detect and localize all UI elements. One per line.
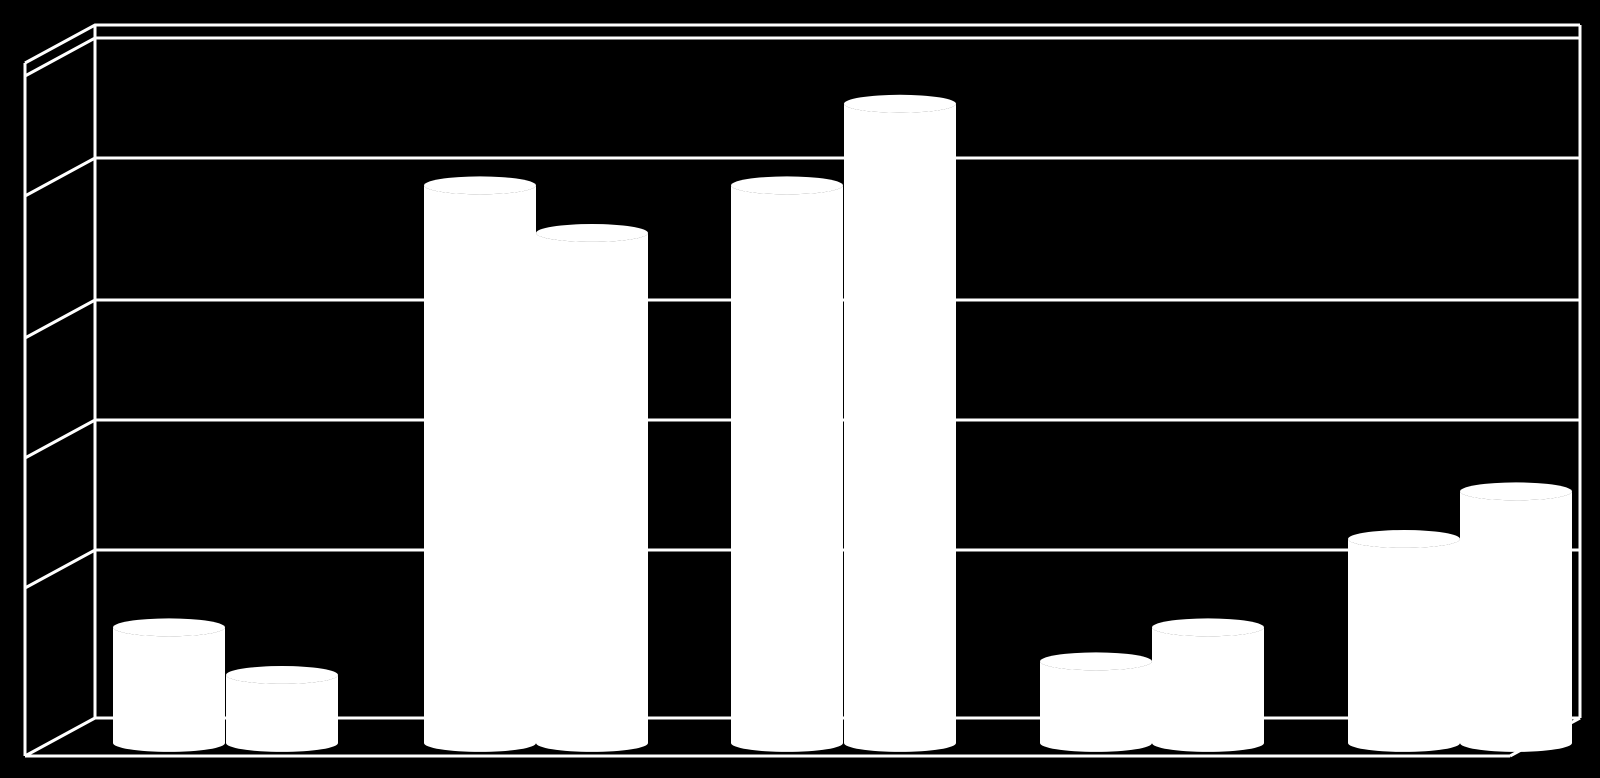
bar-top-cap	[731, 176, 843, 194]
bar-g3b2	[844, 95, 956, 752]
bar-top-cap	[226, 666, 338, 684]
bar-top-cap	[424, 176, 536, 194]
bar-top-cap	[1348, 530, 1460, 548]
bar-g4b2	[1152, 618, 1264, 752]
bar-body	[424, 185, 536, 752]
chart-3d-cylinder	[0, 0, 1600, 778]
bar-g3b1	[731, 176, 843, 752]
grid-line	[25, 38, 1580, 76]
bar-body	[226, 675, 338, 752]
bar-g1b1	[113, 618, 225, 752]
grid-top	[25, 25, 1580, 63]
bar-body	[1460, 491, 1572, 752]
bar-body	[1348, 539, 1460, 752]
bar-g2b1	[424, 176, 536, 752]
bar-top-cap	[844, 95, 956, 113]
bar-top-cap	[536, 224, 648, 242]
bar-g5b2	[1460, 482, 1572, 752]
bar-body	[1040, 661, 1152, 752]
bar-g2b2	[536, 224, 648, 752]
bar-body	[844, 104, 956, 752]
bar-body	[731, 185, 843, 752]
bar-body	[536, 233, 648, 752]
bar-g5b1	[1348, 530, 1460, 752]
bar-g1b2	[226, 666, 338, 752]
bar-top-cap	[1152, 618, 1264, 636]
bar-top-cap	[1040, 652, 1152, 670]
bar-body	[1152, 627, 1264, 752]
bar-top-cap	[1460, 482, 1572, 500]
bar-top-cap	[113, 618, 225, 636]
axis-left-slant	[25, 718, 95, 756]
bar-body	[113, 627, 225, 752]
bars	[113, 95, 1572, 752]
chart-svg	[0, 0, 1600, 778]
bar-g4b1	[1040, 652, 1152, 752]
